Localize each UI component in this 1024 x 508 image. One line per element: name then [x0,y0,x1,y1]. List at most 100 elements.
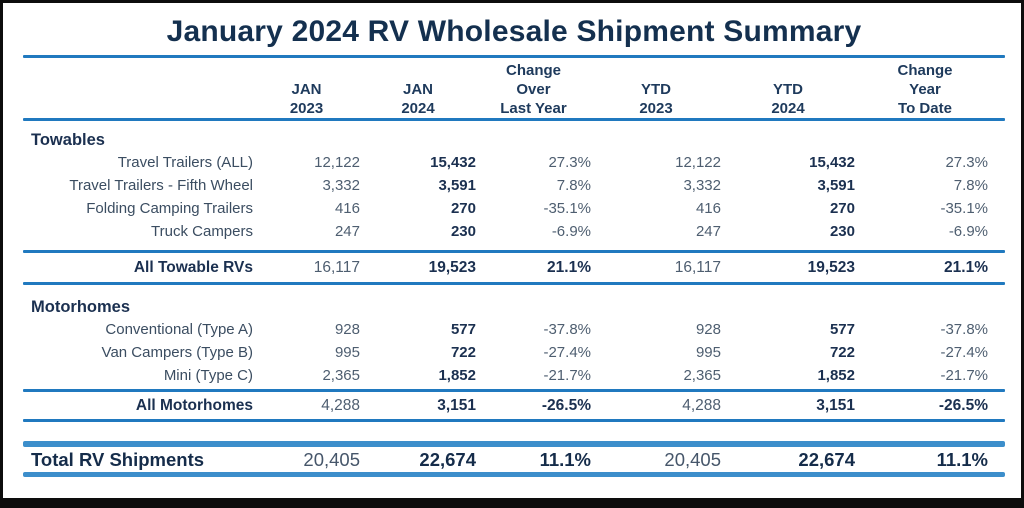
cell-jan-2024: 19,523 [428,258,476,276]
cell-ytd-2023: 20,405 [664,448,721,470]
row-label: Conventional (Type A) [105,321,253,338]
cell-change-over-last-year: 7.8% [556,177,591,194]
cell-change-year-to-date: -6.9% [948,223,988,240]
table-row-total-rv-shipments: Total RV Shipments 20,405 22,674 11.1% 2… [23,447,1005,472]
table-row-all-towable-rvs: All Towable RVs 16,117 19,523 21.1% 16,1… [23,253,1005,282]
report-body: January 2024 RV Wholesale Shipment Summa… [3,12,1021,477]
cell-ytd-2023: 12,122 [675,154,721,171]
cell-ytd-2024: 19,523 [807,258,855,276]
cell-jan-2023: 16,117 [313,258,360,276]
divider-under-title [23,55,1005,58]
table-row-fifth-wheel: Travel Trailers - Fifth Wheel 3,332 3,59… [23,174,1005,197]
section-header-towables: Towables [31,131,105,149]
cell-ytd-2024: 3,151 [816,396,855,414]
cell-change-year-to-date: 27.3% [945,154,988,171]
row-label: All Motorhomes [135,396,253,414]
cell-jan-2023: 4,288 [321,396,360,414]
cell-jan-2024: 722 [450,344,476,361]
cell-change-over-last-year: 21.1% [547,258,591,276]
divider-under-header [23,118,1005,121]
cell-ytd-2024: 3,591 [817,177,855,194]
row-label: Mini (Type C) [163,367,253,384]
cell-ytd-2023: 3,332 [683,177,721,194]
column-header-jan-2023: JAN 2023 [289,81,324,117]
cell-change-year-to-date: -21.7% [940,367,988,384]
cell-ytd-2023: 16,117 [674,258,721,276]
table-row-folding-camping-trailers: Folding Camping Trailers 416 270 -35.1% … [23,197,1005,220]
cell-change-over-last-year: 27.3% [548,154,591,171]
row-label: Folding Camping Trailers [86,200,253,217]
column-header-ytd-2023: YTD 2023 [639,81,673,117]
table-row-travel-trailers-all: Travel Trailers (ALL) 12,122 15,432 27.3… [23,151,1005,174]
cell-change-over-last-year: 11.1% [539,448,591,470]
column-header-ytd-2024: YTD 2024 [771,81,805,117]
cell-change-over-last-year: -37.8% [543,321,591,338]
cell-jan-2023: 416 [334,200,360,217]
cell-jan-2024: 3,151 [437,396,476,414]
cell-change-year-to-date: 11.1% [936,448,988,470]
divider-above-motorhomes-total [23,389,1005,392]
cell-ytd-2023: 995 [695,344,721,361]
cell-change-year-to-date: -37.8% [940,321,988,338]
cell-change-year-to-date: -35.1% [940,200,988,217]
cell-ytd-2023: 2,365 [683,367,721,384]
cell-ytd-2024: 1,852 [817,367,855,384]
table-row-all-motorhomes: All Motorhomes 4,288 3,151 -26.5% 4,288 … [23,392,1005,419]
table-row-conventional-type-a: Conventional (Type A) 928 577 -37.8% 928… [23,318,1005,341]
cell-change-over-last-year: -27.4% [543,344,591,361]
table-row-van-campers-type-b: Van Campers (Type B) 995 722 -27.4% 995 … [23,341,1005,364]
cell-change-year-to-date: -26.5% [938,396,988,414]
cell-jan-2024: 22,674 [419,448,476,470]
cell-jan-2023: 2,365 [322,367,360,384]
column-header-row: JAN 2023 JAN 2024 Change Over Last Year … [23,61,1005,118]
cell-ytd-2024: 22,674 [798,448,855,470]
cell-change-year-to-date: 7.8% [953,177,988,194]
row-label: Travel Trailers - Fifth Wheel [69,177,253,194]
page-title: January 2024 RV Wholesale Shipment Summa… [166,15,862,48]
cell-change-over-last-year: -6.9% [551,223,591,240]
column-header-change-year-to-date: Change Year To Date [897,62,953,117]
cell-jan-2024: 1,852 [438,367,476,384]
cell-change-year-to-date: -27.4% [940,344,988,361]
cell-ytd-2023: 4,288 [682,396,721,414]
divider-above-towables-total [23,250,1005,253]
section-header-motorhomes: Motorhomes [31,298,130,316]
divider-below-motorhomes-total [23,419,1005,422]
cell-ytd-2024: 230 [829,223,855,240]
cell-ytd-2023: 928 [695,321,721,338]
cell-change-over-last-year: -35.1% [543,200,591,217]
row-label: Van Campers (Type B) [101,344,253,361]
table-row-mini-type-c: Mini (Type C) 2,365 1,852 -21.7% 2,365 1… [23,364,1005,387]
cell-jan-2023: 3,332 [322,177,360,194]
cell-jan-2024: 15,432 [430,154,476,171]
cell-change-year-to-date: 21.1% [944,258,988,276]
cell-ytd-2024: 577 [829,321,855,338]
table-row-truck-campers: Truck Campers 247 230 -6.9% 247 230 -6.9… [23,220,1005,243]
cell-jan-2023: 995 [334,344,360,361]
cell-jan-2024: 230 [450,223,476,240]
row-label: Truck Campers [151,223,253,240]
divider-above-grand-total [23,441,1005,447]
column-header-jan-2024: JAN 2024 [401,81,435,117]
cell-jan-2024: 270 [450,200,476,217]
cell-ytd-2024: 722 [829,344,855,361]
cell-ytd-2024: 15,432 [809,154,855,171]
row-label: All Towable RVs [133,258,253,276]
cell-jan-2023: 12,122 [314,154,360,171]
cell-jan-2024: 577 [450,321,476,338]
cell-change-over-last-year: -26.5% [541,396,591,414]
cell-jan-2023: 247 [334,223,360,240]
cell-jan-2024: 3,591 [438,177,476,194]
cell-ytd-2023: 247 [695,223,721,240]
divider-below-towables-total [23,282,1005,285]
cell-change-over-last-year: -21.7% [543,367,591,384]
row-label: Travel Trailers (ALL) [117,154,253,171]
divider-below-grand-total [23,472,1005,477]
cell-jan-2023: 928 [334,321,360,338]
cell-jan-2023: 20,405 [303,448,360,470]
cell-ytd-2023: 416 [695,200,721,217]
row-label: Total RV Shipments [31,448,205,470]
column-header-change-over-last-year: Change Over Last Year [500,62,567,117]
cell-ytd-2024: 270 [829,200,855,217]
